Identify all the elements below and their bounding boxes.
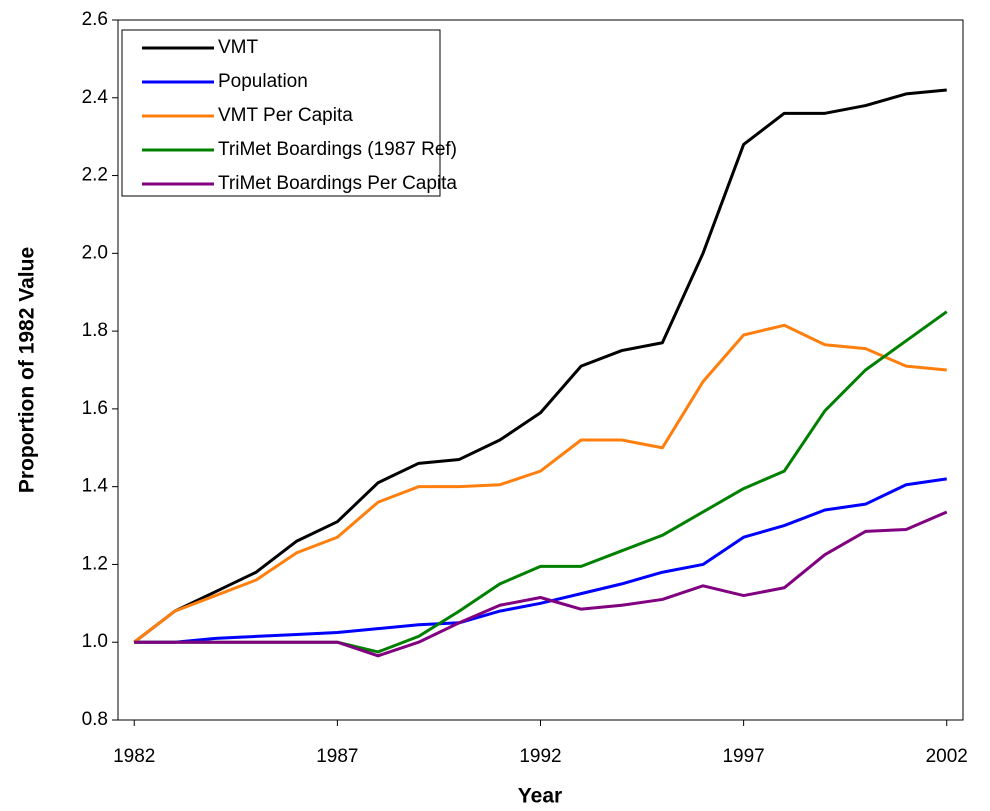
y-axis-title: Proportion of 1982 Value — [16, 247, 39, 493]
legend-label: VMT Per Capita — [218, 105, 353, 126]
y-tick-label: 2.0 — [82, 242, 108, 263]
y-tick-label: 2.2 — [82, 165, 108, 186]
x-axis-title: Year — [518, 785, 562, 808]
y-tick-label: 1.2 — [82, 553, 108, 574]
x-tick-label: 1982 — [113, 746, 155, 767]
series-line — [133, 88, 947, 644]
y-tick-label: 2.4 — [82, 87, 109, 108]
x-tick-label: 2002 — [926, 746, 968, 767]
series-line — [133, 323, 947, 644]
legend-label: Population — [218, 71, 308, 92]
x-tick-label: 1997 — [722, 746, 764, 767]
legend-label: TriMet Boardings Per Capita — [218, 173, 457, 194]
series-line — [134, 477, 947, 644]
y-tick-label: 1.8 — [82, 320, 108, 341]
x-tick-label: 1987 — [316, 746, 358, 767]
series-line — [134, 310, 948, 654]
legend-label: TriMet Boardings (1987 Ref) — [218, 139, 457, 160]
x-tick-label: 1992 — [519, 746, 561, 767]
y-tick-label: 2.6 — [82, 9, 108, 30]
legend-label: VMT — [218, 37, 259, 58]
series-line — [134, 510, 948, 658]
y-tick-label: 0.8 — [82, 709, 108, 730]
y-tick-label: 1.0 — [82, 631, 108, 652]
y-tick-label: 1.6 — [82, 398, 108, 419]
y-tick-label: 1.4 — [82, 476, 109, 497]
legend-box — [121, 29, 441, 197]
